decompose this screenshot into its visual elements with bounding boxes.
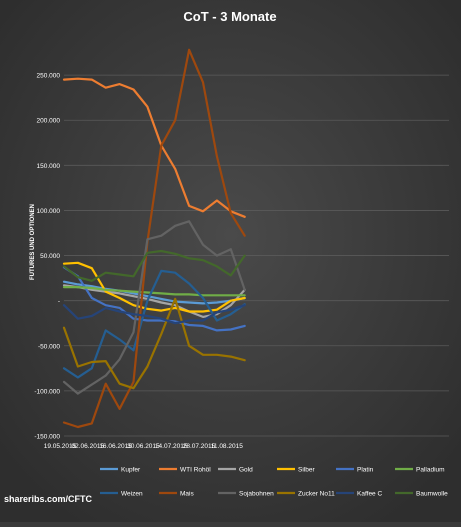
series-line-4	[62, 266, 246, 332]
y-tick-label: -150.000	[34, 434, 60, 441]
footer-source: shareribs.com/CFTC	[4, 494, 93, 504]
chart-title: CoT - 3 Monate	[183, 9, 276, 24]
x-tick-label: 30.06.2015	[127, 443, 160, 450]
series-line-8	[62, 220, 246, 395]
legend-label-4: Platin	[357, 467, 374, 474]
x-tick-label: 28.07.2015	[183, 443, 216, 450]
legend-label-5: Palladium	[416, 467, 445, 474]
legend-label-1: WTI Rohöl	[180, 467, 211, 474]
y-tick-label: 200.000	[37, 118, 61, 125]
series-lines	[62, 48, 246, 429]
x-tick-label: 19.05.2015	[44, 443, 77, 450]
x-tick-label: 14.07.2015	[155, 443, 188, 450]
y-tick-label: 50.000	[40, 253, 60, 260]
legend-label-0: Kupfer	[121, 467, 141, 474]
legend: Kupfer WTI Rohöl Gold Silber Platin Palladium…	[100, 467, 448, 498]
y-axis-label: FUTURES UND OPTIONEN	[30, 204, 36, 280]
series-line-11	[62, 249, 246, 282]
y-tick-label: 150.000	[37, 163, 61, 170]
series-line-3	[62, 261, 246, 313]
y-tick-label: 250.000	[37, 73, 61, 80]
series-line-10	[62, 304, 246, 325]
legend-label-8: Sojabohnen	[239, 491, 274, 498]
y-tick-label: -100.000	[34, 388, 60, 395]
legend-label-9: Zucker No11	[298, 491, 335, 498]
legend-label-2: Gold	[239, 467, 253, 474]
series-line-7	[62, 48, 246, 429]
x-tick-label: 16.06.2015	[99, 443, 132, 450]
legend-label-6: Weizen	[121, 491, 143, 498]
legend-label-11: Baumwolle	[416, 491, 448, 498]
y-tick-label: -	[58, 298, 60, 305]
legend-label-7: Mais	[180, 491, 194, 498]
y-axis-ticks: -150.000-100.000-50.000-50.000100.000150…	[34, 73, 60, 441]
series-line-1	[62, 77, 246, 218]
x-tick-label: 11.08.2015	[211, 443, 243, 450]
legend-label-3: Silber	[298, 467, 315, 474]
x-axis-ticks: 19.05.201502.06.201516.06.201530.06.2015…	[44, 443, 243, 450]
x-tick-label: 02.06.2015	[72, 443, 105, 450]
series-line-5	[62, 286, 246, 297]
series-line-9	[62, 297, 246, 390]
y-tick-label: -50.000	[38, 343, 60, 350]
y-tick-label: 100.000	[37, 208, 61, 215]
series-line-0	[62, 280, 246, 305]
legend-label-10: Kaffee C	[357, 491, 382, 498]
